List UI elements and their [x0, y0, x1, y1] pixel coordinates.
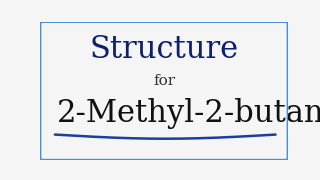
- Text: 2-Methyl-2-butanol: 2-Methyl-2-butanol: [57, 98, 320, 129]
- Text: Structure: Structure: [89, 34, 239, 65]
- Text: for: for: [153, 73, 175, 87]
